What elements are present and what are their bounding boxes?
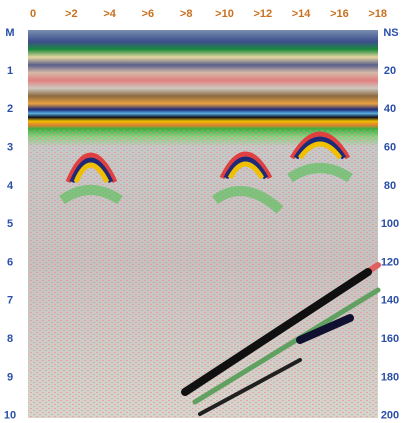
depth-tick-label: 8: [7, 333, 13, 345]
depth-tick-label: 1: [7, 65, 13, 77]
time-tick-label: 60: [384, 142, 396, 154]
depth-tick-label: 2: [7, 103, 13, 115]
top-tick-label: >6: [142, 8, 155, 20]
top-tick-label: >16: [330, 8, 349, 20]
top-tick-label: >12: [253, 8, 272, 20]
time-tick-label: 20: [384, 65, 396, 77]
depth-tick-label: 5: [7, 218, 13, 230]
time-tick-label: 140: [381, 295, 399, 307]
left-axis: M 1 2 3 4 5 6 7 8 9 10: [4, 27, 16, 422]
depth-tick-label: 9: [7, 371, 13, 383]
depth-tick-label: 6: [7, 256, 13, 268]
top-axis: 0 >2 >4 >6 >8 >10 >12 >14 >16 >18: [30, 8, 387, 20]
depth-tick-label: 10: [4, 410, 16, 422]
time-tick-label: 40: [384, 103, 396, 115]
top-tick-label: >18: [368, 8, 387, 20]
top-tick-label: 0: [30, 8, 36, 20]
top-tick-label: >4: [103, 8, 116, 20]
top-tick-label: >14: [292, 8, 312, 20]
time-tick-label: 200: [381, 410, 399, 422]
time-tick-label: 180: [381, 371, 399, 383]
time-tick-label: 80: [384, 180, 396, 192]
top-tick-label: >8: [180, 8, 193, 20]
top-tick-label: >2: [65, 8, 78, 20]
right-axis: NS 20 40 60 80 100 120 140 160 180 200: [381, 27, 399, 422]
radargram: [28, 30, 378, 418]
depth-unit: M: [5, 27, 14, 39]
depth-tick-label: 4: [7, 180, 14, 192]
time-tick-label: 100: [381, 218, 399, 230]
depth-tick-label: 7: [7, 295, 13, 307]
radargram-figure: 0 >2 >4 >6 >8 >10 >12 >14 >16 >18 M 1 2 3 4 5 6 7 8 9 10 N…: [0, 0, 401, 423]
top-tick-label: >10: [215, 8, 234, 20]
time-unit: NS: [383, 27, 398, 39]
time-tick-label: 120: [381, 256, 399, 268]
depth-tick-label: 3: [7, 142, 13, 154]
time-tick-label: 160: [381, 333, 399, 345]
